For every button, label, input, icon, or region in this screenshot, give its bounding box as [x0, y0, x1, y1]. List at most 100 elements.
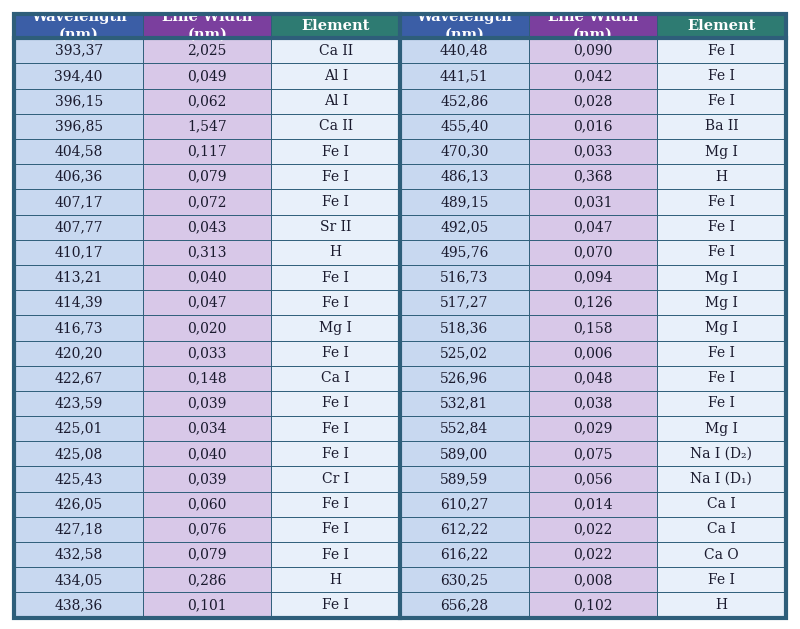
Text: Na I (D₂): Na I (D₂)	[690, 447, 752, 461]
Text: 0,014: 0,014	[573, 498, 613, 511]
Bar	[529, 38, 657, 618]
Text: 0,049: 0,049	[187, 69, 227, 83]
Text: 525,02: 525,02	[440, 346, 488, 360]
Text: Line Width
(nm): Line Width (nm)	[162, 10, 252, 42]
Text: 0,020: 0,020	[187, 321, 227, 335]
Text: 0,062: 0,062	[187, 94, 227, 108]
Bar	[657, 14, 786, 38]
Bar	[657, 38, 786, 618]
Text: Fe I: Fe I	[708, 573, 734, 587]
Text: 426,05: 426,05	[54, 498, 102, 511]
Text: 393,37: 393,37	[54, 44, 102, 58]
Text: 396,15: 396,15	[54, 94, 102, 108]
Text: 0,042: 0,042	[573, 69, 613, 83]
Text: 0,101: 0,101	[187, 598, 227, 612]
Text: Fe I: Fe I	[322, 396, 349, 411]
Text: 0,060: 0,060	[187, 498, 227, 511]
Text: 422,67: 422,67	[54, 371, 103, 386]
Bar	[400, 38, 529, 618]
Text: Fe I: Fe I	[708, 44, 734, 58]
Text: Ca I: Ca I	[707, 523, 736, 537]
Text: 406,36: 406,36	[54, 170, 102, 184]
Text: Mg I: Mg I	[705, 145, 738, 159]
Text: 416,73: 416,73	[54, 321, 103, 335]
Text: 0,022: 0,022	[573, 523, 613, 537]
Text: 0,286: 0,286	[187, 573, 227, 587]
Bar	[143, 14, 271, 38]
Text: 1,547: 1,547	[187, 120, 227, 133]
Bar	[143, 38, 271, 618]
Text: 589,59: 589,59	[440, 472, 488, 486]
Bar	[14, 38, 143, 618]
Text: 404,58: 404,58	[54, 145, 103, 159]
Text: 0,047: 0,047	[187, 296, 227, 309]
Text: 0,031: 0,031	[573, 195, 613, 209]
Text: 492,05: 492,05	[440, 220, 488, 234]
Text: 0,022: 0,022	[573, 548, 613, 562]
Text: 0,038: 0,038	[573, 396, 613, 411]
Bar	[271, 14, 400, 38]
Text: Mg I: Mg I	[705, 296, 738, 309]
Text: Fe I: Fe I	[322, 598, 349, 612]
Text: 394,40: 394,40	[54, 69, 103, 83]
Text: 616,22: 616,22	[440, 548, 488, 562]
Text: Fe I: Fe I	[708, 245, 734, 259]
Bar	[400, 14, 529, 38]
Text: 589,00: 589,00	[440, 447, 488, 461]
Text: 427,18: 427,18	[54, 523, 103, 537]
Text: Al I: Al I	[324, 69, 348, 83]
Text: 413,21: 413,21	[54, 270, 103, 284]
Text: 441,51: 441,51	[440, 69, 489, 83]
Text: 552,84: 552,84	[440, 421, 488, 436]
Text: Ca II: Ca II	[318, 44, 353, 58]
Text: 0,090: 0,090	[573, 44, 613, 58]
Text: Fe I: Fe I	[322, 523, 349, 537]
Text: 414,39: 414,39	[54, 296, 103, 309]
Text: Mg I: Mg I	[705, 270, 738, 284]
Text: 0,102: 0,102	[573, 598, 613, 612]
Text: 0,016: 0,016	[573, 120, 613, 133]
Text: 420,20: 420,20	[54, 346, 102, 360]
Text: 0,043: 0,043	[187, 220, 227, 234]
Text: 0,079: 0,079	[187, 170, 227, 184]
Text: Ba II: Ba II	[705, 120, 738, 133]
Text: 516,73: 516,73	[440, 270, 489, 284]
Text: H: H	[330, 245, 342, 259]
Text: Ca II: Ca II	[318, 120, 353, 133]
Text: 396,85: 396,85	[54, 120, 102, 133]
Text: Fe I: Fe I	[322, 145, 349, 159]
Text: 470,30: 470,30	[440, 145, 489, 159]
Text: 517,27: 517,27	[440, 296, 489, 309]
Text: Fe I: Fe I	[708, 371, 734, 386]
Text: 495,76: 495,76	[440, 245, 489, 259]
Text: 455,40: 455,40	[440, 120, 489, 133]
Text: 0,040: 0,040	[187, 270, 227, 284]
Text: Na I (D₁): Na I (D₁)	[690, 472, 752, 486]
Text: 0,048: 0,048	[573, 371, 613, 386]
Bar	[271, 38, 400, 618]
Text: Ca I: Ca I	[707, 498, 736, 511]
Text: Mg I: Mg I	[705, 321, 738, 335]
Text: 489,15: 489,15	[440, 195, 489, 209]
Text: 0,117: 0,117	[187, 145, 227, 159]
Text: 438,36: 438,36	[54, 598, 102, 612]
Text: 0,368: 0,368	[573, 170, 613, 184]
Text: 0,034: 0,034	[187, 421, 227, 436]
Text: H: H	[715, 170, 727, 184]
Text: 407,77: 407,77	[54, 220, 103, 234]
Text: 425,08: 425,08	[54, 447, 102, 461]
Text: 423,59: 423,59	[54, 396, 102, 411]
Text: Wavelength
(nm): Wavelength (nm)	[30, 10, 126, 42]
Text: Fe I: Fe I	[708, 195, 734, 209]
Text: 0,126: 0,126	[573, 296, 613, 309]
Text: Line Width
(nm): Line Width (nm)	[548, 10, 638, 42]
Text: Mg I: Mg I	[705, 421, 738, 436]
Text: 0,006: 0,006	[573, 346, 613, 360]
Bar	[14, 14, 143, 38]
Text: 0,072: 0,072	[187, 195, 227, 209]
Text: Cr I: Cr I	[322, 472, 350, 486]
Text: 0,033: 0,033	[187, 346, 227, 360]
Text: Ca I: Ca I	[322, 371, 350, 386]
Text: 656,28: 656,28	[440, 598, 488, 612]
Text: 432,58: 432,58	[54, 548, 102, 562]
